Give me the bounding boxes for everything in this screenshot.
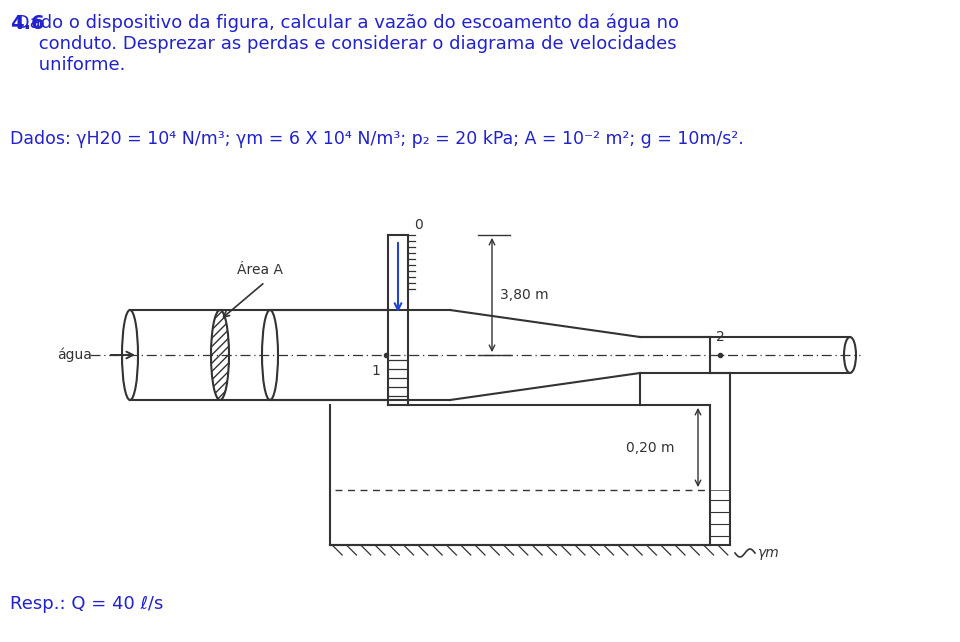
Text: 4.6: 4.6 [10,14,44,33]
Text: 0: 0 [414,218,422,232]
Text: γm: γm [758,546,780,560]
FancyBboxPatch shape [710,490,730,545]
Text: 3,80 m: 3,80 m [500,288,548,302]
Ellipse shape [211,310,229,400]
Text: 2: 2 [715,330,725,344]
Text: 1: 1 [372,364,380,378]
Text: Dados: γH20 = 10⁴ N/m³; γm = 6 X 10⁴ N/m³; p₂ = 20 kPa; A = 10⁻² m²; g = 10m/s².: Dados: γH20 = 10⁴ N/m³; γm = 6 X 10⁴ N/m… [10,130,744,148]
Text: Dado o dispositivo da figura, calcular a vazão do escoamento da água no
     con: Dado o dispositivo da figura, calcular a… [10,14,679,74]
Text: Área A: Área A [237,263,283,277]
Text: Resp.: Q = 40 ℓ/s: Resp.: Q = 40 ℓ/s [10,595,163,613]
Text: água: água [58,348,92,362]
Text: 0,20 m: 0,20 m [626,440,674,455]
